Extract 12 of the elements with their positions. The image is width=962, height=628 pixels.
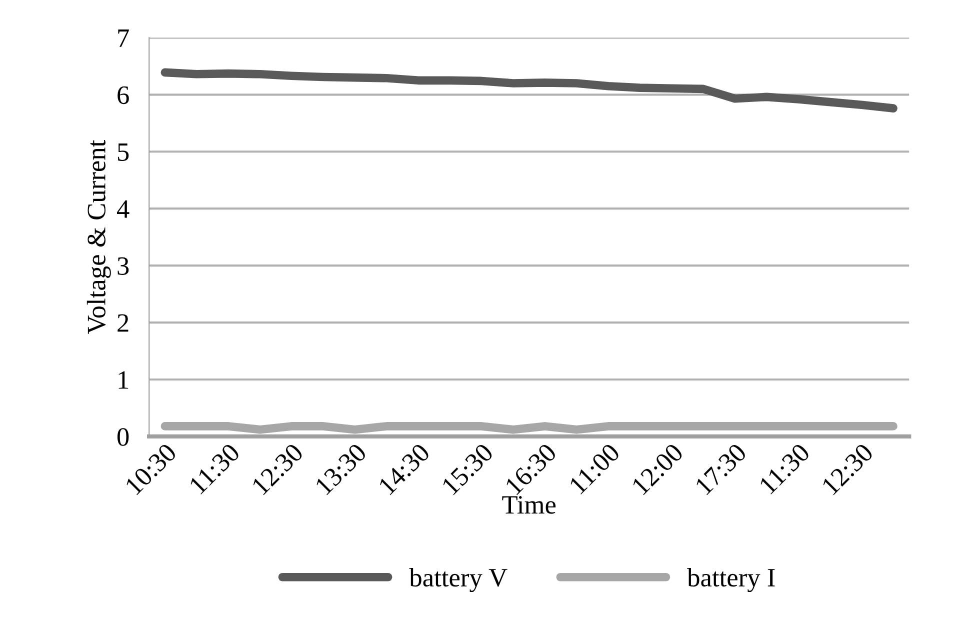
y-tick-label: 0 <box>117 428 129 446</box>
y-tick-label: 1 <box>118 371 128 389</box>
y-tick-label: 2 <box>118 314 128 332</box>
legend-label: battery I <box>687 568 775 592</box>
y-tick-label: 5 <box>118 143 129 162</box>
legend-label: battery V <box>409 568 508 592</box>
x-axis-title: Time <box>502 496 556 514</box>
y-axis-title: Voltage & Current <box>86 140 111 334</box>
y-tick-label: 4 <box>116 200 130 218</box>
y-tick-label: 6 <box>118 86 129 104</box>
y-tick-label: 3 <box>118 257 129 275</box>
y-tick-label: 7 <box>118 30 129 47</box>
